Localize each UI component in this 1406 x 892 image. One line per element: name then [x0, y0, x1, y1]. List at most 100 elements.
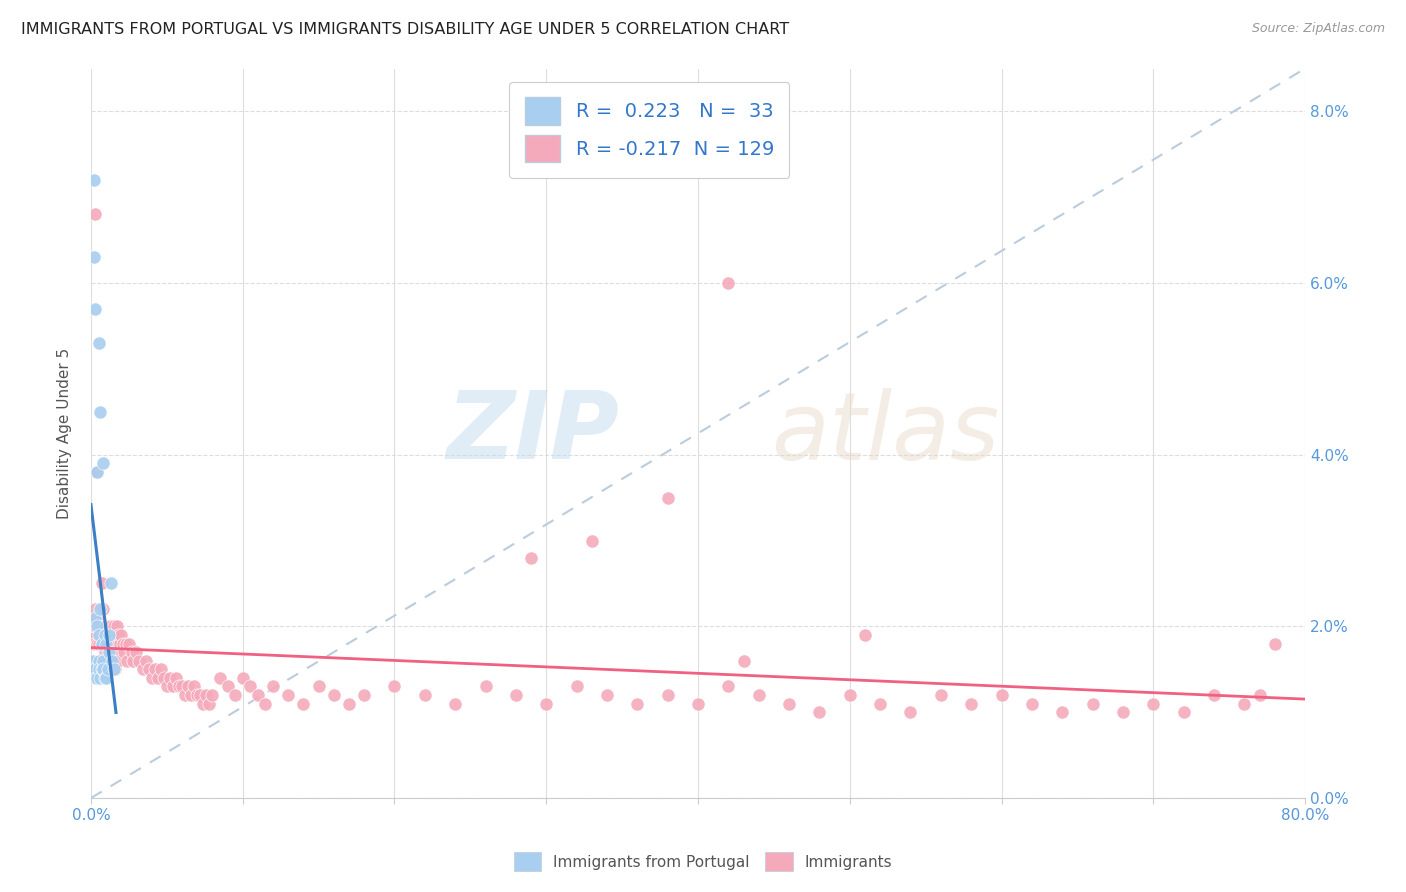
Point: [581, 533, 603, 548]
Point: [89, 602, 111, 616]
Point: [246, 688, 269, 702]
Point: [89, 405, 111, 419]
Point: [107, 628, 129, 642]
Point: [748, 688, 770, 702]
Point: [122, 654, 145, 668]
Point: [135, 654, 157, 668]
Point: [626, 697, 648, 711]
Point: [208, 671, 231, 685]
Point: [717, 680, 740, 694]
Point: [174, 688, 197, 702]
Legend: R =  0.223   N =  33, R = -0.217  N = 129: R = 0.223 N = 33, R = -0.217 N = 129: [509, 82, 789, 178]
Point: [177, 680, 200, 694]
Point: [90, 636, 112, 650]
Text: Source: ZipAtlas.com: Source: ZipAtlas.com: [1251, 22, 1385, 36]
Point: [90, 576, 112, 591]
Point: [91, 662, 114, 676]
Point: [195, 688, 218, 702]
Point: [87, 619, 110, 633]
Point: [83, 173, 105, 187]
Point: [114, 636, 136, 650]
Point: [217, 680, 239, 694]
Point: [107, 654, 129, 668]
Point: [239, 680, 262, 694]
Point: [505, 688, 527, 702]
Point: [146, 671, 169, 685]
Point: [93, 619, 115, 633]
Point: [84, 662, 107, 676]
Point: [188, 688, 211, 702]
Point: [1021, 697, 1043, 711]
Point: [82, 654, 104, 668]
Point: [1233, 697, 1256, 711]
Text: IMMIGRANTS FROM PORTUGAL VS IMMIGRANTS DISABILITY AGE UNDER 5 CORRELATION CHART: IMMIGRANTS FROM PORTUGAL VS IMMIGRANTS D…: [21, 22, 789, 37]
Point: [93, 628, 115, 642]
Point: [960, 697, 983, 711]
Point: [83, 654, 105, 668]
Point: [93, 671, 115, 685]
Point: [186, 688, 208, 702]
Point: [900, 705, 922, 719]
Point: [536, 697, 558, 711]
Point: [121, 645, 143, 659]
Point: [308, 680, 330, 694]
Point: [180, 688, 202, 702]
Point: [384, 680, 406, 694]
Point: [159, 671, 181, 685]
Point: [224, 688, 246, 702]
Point: [156, 680, 179, 694]
Point: [87, 654, 110, 668]
Point: [1249, 688, 1271, 702]
Point: [565, 680, 588, 694]
Point: [100, 619, 122, 633]
Point: [103, 645, 125, 659]
Point: [869, 697, 891, 711]
Point: [1173, 705, 1195, 719]
Point: [84, 611, 107, 625]
Point: [89, 628, 111, 642]
Point: [193, 697, 215, 711]
Point: [105, 619, 128, 633]
Point: [94, 619, 117, 633]
Point: [101, 654, 124, 668]
Point: [232, 671, 254, 685]
Point: [1052, 705, 1074, 719]
Point: [929, 688, 952, 702]
Point: [83, 251, 105, 265]
Point: [93, 645, 115, 659]
Point: [254, 697, 277, 711]
Point: [104, 662, 127, 676]
Point: [84, 602, 107, 616]
Point: [98, 619, 121, 633]
Point: [686, 697, 709, 711]
Point: [853, 628, 876, 642]
Point: [86, 465, 108, 479]
Point: [94, 662, 117, 676]
Point: [474, 680, 496, 694]
Point: [86, 671, 108, 685]
Point: [596, 688, 619, 702]
Point: [118, 636, 141, 650]
Point: [413, 688, 436, 702]
Point: [183, 680, 205, 694]
Point: [91, 456, 114, 470]
Point: [111, 636, 134, 650]
Point: [101, 628, 124, 642]
Point: [89, 671, 111, 685]
Point: [138, 662, 160, 676]
Point: [108, 636, 131, 650]
Legend: Immigrants from Portugal, Immigrants: Immigrants from Portugal, Immigrants: [508, 847, 898, 877]
Point: [97, 628, 120, 642]
Point: [97, 645, 120, 659]
Point: [520, 550, 543, 565]
Point: [444, 697, 467, 711]
Point: [162, 680, 184, 694]
Point: [91, 602, 114, 616]
Point: [90, 662, 112, 676]
Point: [292, 697, 315, 711]
Point: [86, 636, 108, 650]
Point: [84, 301, 107, 316]
Text: atlas: atlas: [770, 388, 1000, 479]
Point: [103, 619, 125, 633]
Point: [337, 697, 360, 711]
